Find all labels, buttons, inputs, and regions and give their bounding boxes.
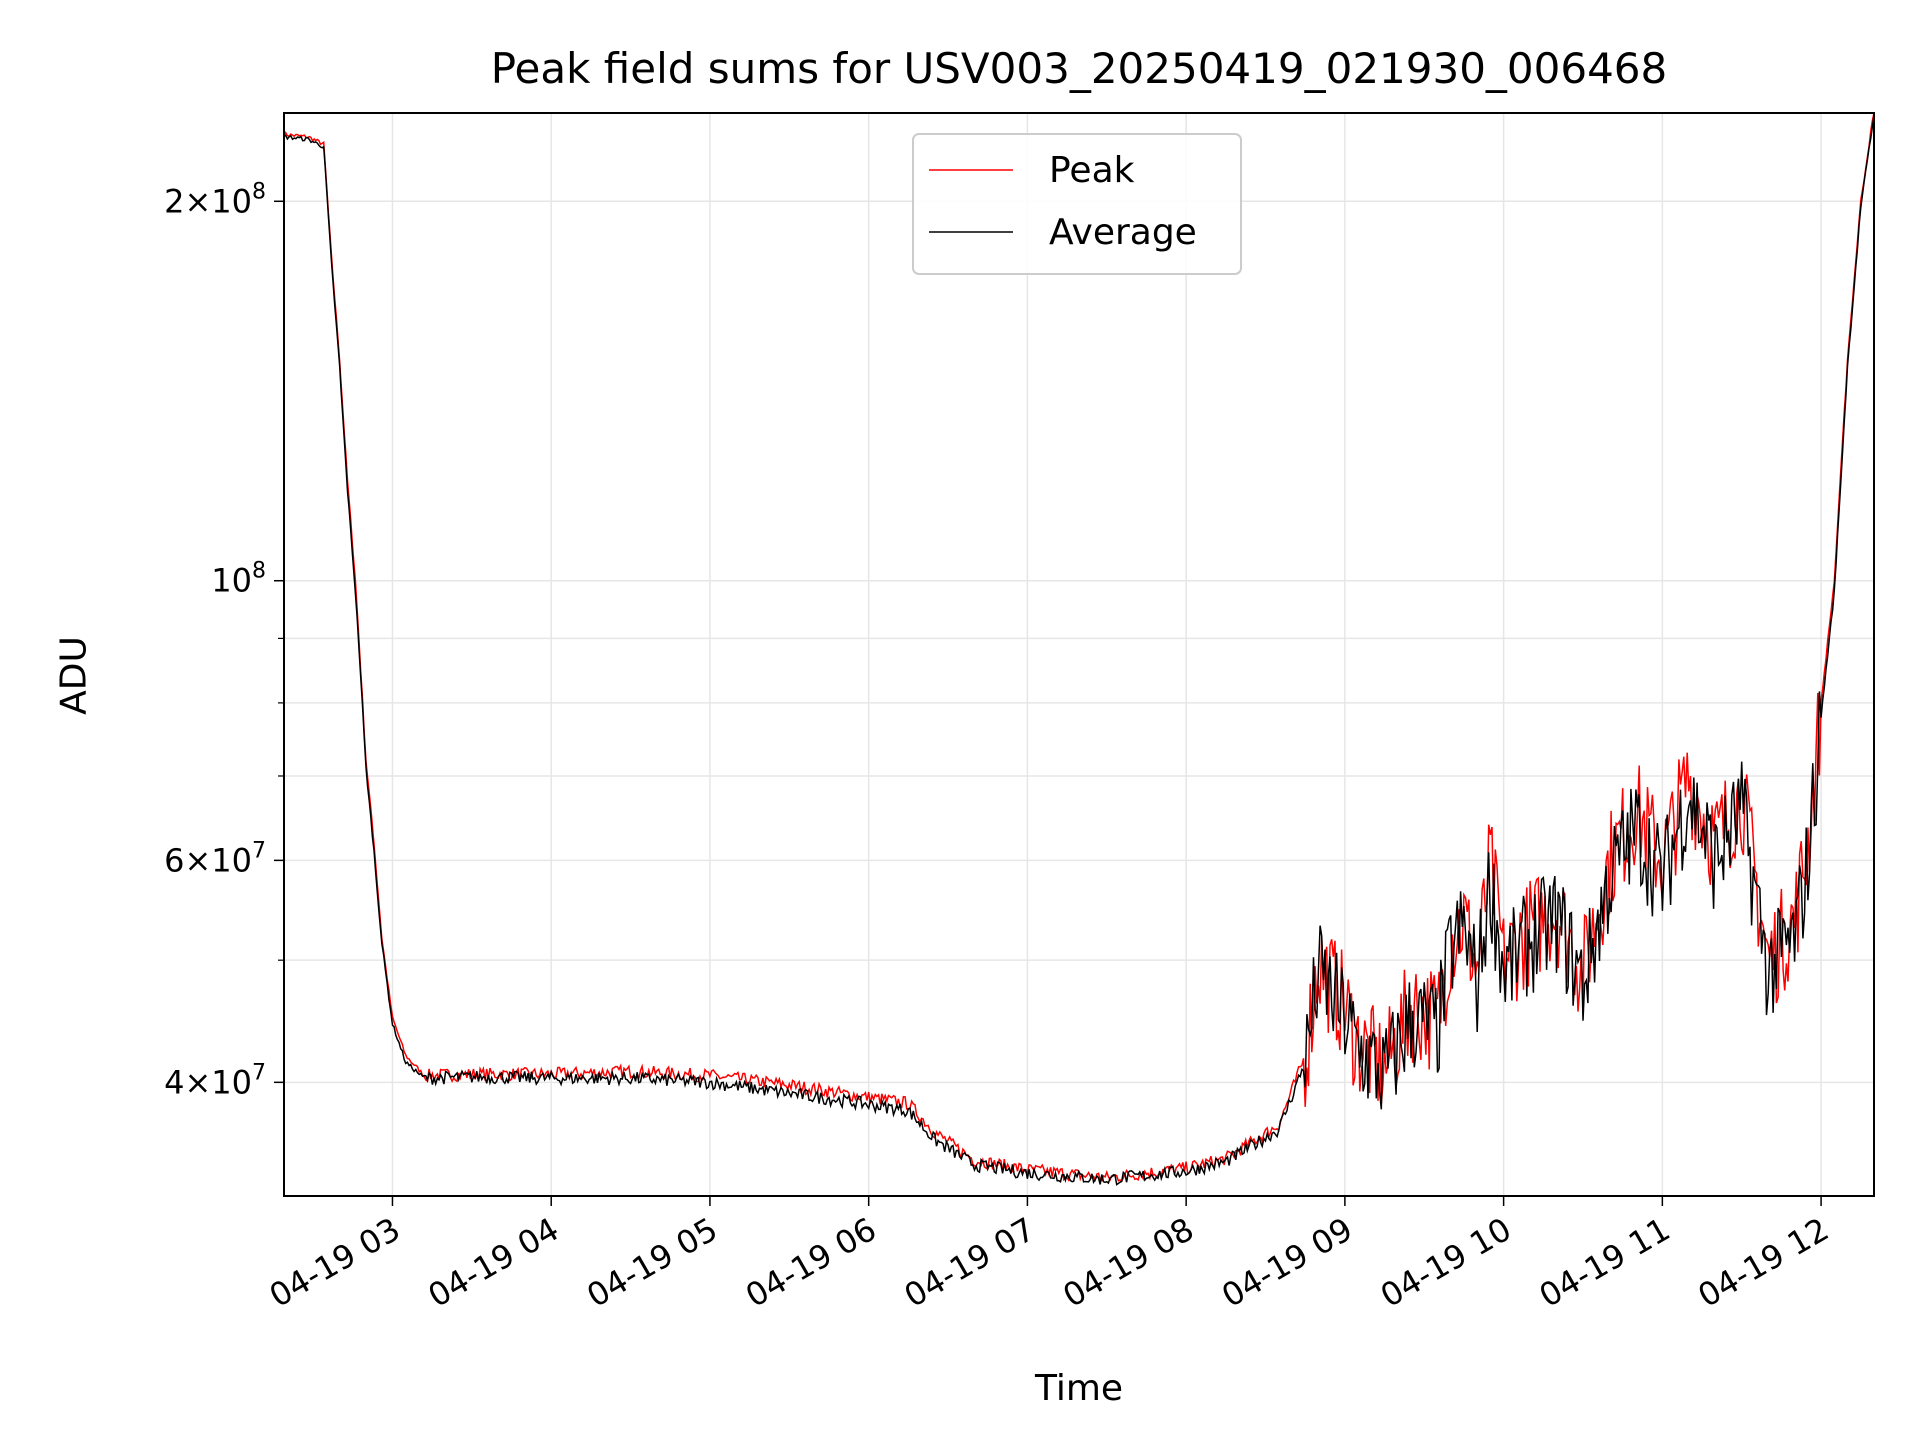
y-tick-label: 4×107 — [164, 1060, 266, 1101]
x-tick-label: 04-19 03 — [263, 1210, 407, 1315]
chart-title: Peak field sums for USV003_20250419_0219… — [490, 44, 1668, 93]
y-axis-title: ADU — [53, 636, 95, 715]
y-tick-label: 108 — [211, 559, 266, 600]
x-tick-label: 04-19 11 — [1533, 1210, 1677, 1315]
x-tick-label: 04-19 05 — [580, 1210, 724, 1315]
plot-frame — [283, 112, 1875, 1197]
legend-label-average: Average — [1049, 212, 1197, 253]
x-axis-title: Time — [1034, 1368, 1124, 1409]
x-tick-label: 04-19 07 — [898, 1210, 1042, 1315]
series-line-average — [284, 115, 1874, 1186]
x-tick-label: 04-19 06 — [739, 1210, 883, 1315]
legend-box — [912, 133, 1242, 275]
y-tick-label: 6×107 — [164, 838, 266, 879]
x-tick-label: 04-19 12 — [1691, 1210, 1835, 1315]
x-tick-label: 04-19 08 — [1057, 1210, 1201, 1315]
legend-label-peak: Peak — [1049, 150, 1135, 191]
x-tick-label: 04-19 04 — [422, 1210, 566, 1315]
plot-area — [284, 113, 1874, 1196]
x-tick-label: 04-19 09 — [1215, 1210, 1359, 1315]
x-tick-label: 04-19 10 — [1374, 1210, 1518, 1315]
series-line-peak — [284, 113, 1874, 1183]
y-tick-label: 2×108 — [164, 179, 266, 220]
